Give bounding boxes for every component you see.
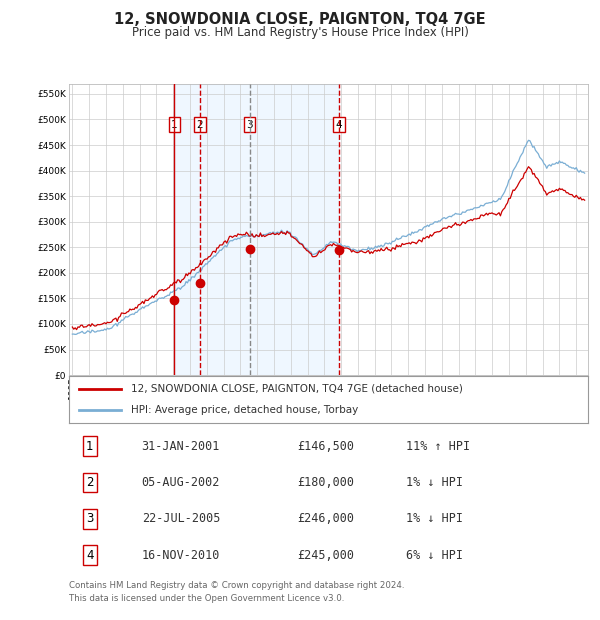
Text: 12, SNOWDONIA CLOSE, PAIGNTON, TQ4 7GE (detached house): 12, SNOWDONIA CLOSE, PAIGNTON, TQ4 7GE (… [131, 384, 463, 394]
Text: 3: 3 [246, 120, 253, 130]
Text: 4: 4 [86, 549, 94, 562]
Text: 05-AUG-2002: 05-AUG-2002 [142, 476, 220, 489]
Text: 1: 1 [171, 120, 178, 130]
Text: £146,500: £146,500 [298, 440, 355, 453]
Text: 11% ↑ HPI: 11% ↑ HPI [406, 440, 470, 453]
Text: 2: 2 [86, 476, 94, 489]
Text: 16-NOV-2010: 16-NOV-2010 [142, 549, 220, 562]
Bar [175, 84, 339, 375]
Text: £180,000: £180,000 [298, 476, 355, 489]
Text: HPI: Average price, detached house, Torbay: HPI: Average price, detached house, Torb… [131, 405, 359, 415]
Text: 6% ↓ HPI: 6% ↓ HPI [406, 549, 463, 562]
Text: £246,000: £246,000 [298, 512, 355, 525]
Text: 31-JAN-2001: 31-JAN-2001 [142, 440, 220, 453]
Text: 1% ↓ HPI: 1% ↓ HPI [406, 476, 463, 489]
Text: 3: 3 [86, 512, 94, 525]
Text: 12, SNOWDONIA CLOSE, PAIGNTON, TQ4 7GE: 12, SNOWDONIA CLOSE, PAIGNTON, TQ4 7GE [114, 12, 486, 27]
Text: 1% ↓ HPI: 1% ↓ HPI [406, 512, 463, 525]
Text: 22-JUL-2005: 22-JUL-2005 [142, 512, 220, 525]
Text: Contains HM Land Registry data © Crown copyright and database right 2024.: Contains HM Land Registry data © Crown c… [69, 581, 404, 590]
Text: Price paid vs. HM Land Registry's House Price Index (HPI): Price paid vs. HM Land Registry's House … [131, 26, 469, 39]
Text: 2: 2 [196, 120, 203, 130]
Text: This data is licensed under the Open Government Licence v3.0.: This data is licensed under the Open Gov… [69, 593, 344, 603]
Text: 4: 4 [336, 120, 343, 130]
Text: £245,000: £245,000 [298, 549, 355, 562]
Text: 1: 1 [86, 440, 94, 453]
